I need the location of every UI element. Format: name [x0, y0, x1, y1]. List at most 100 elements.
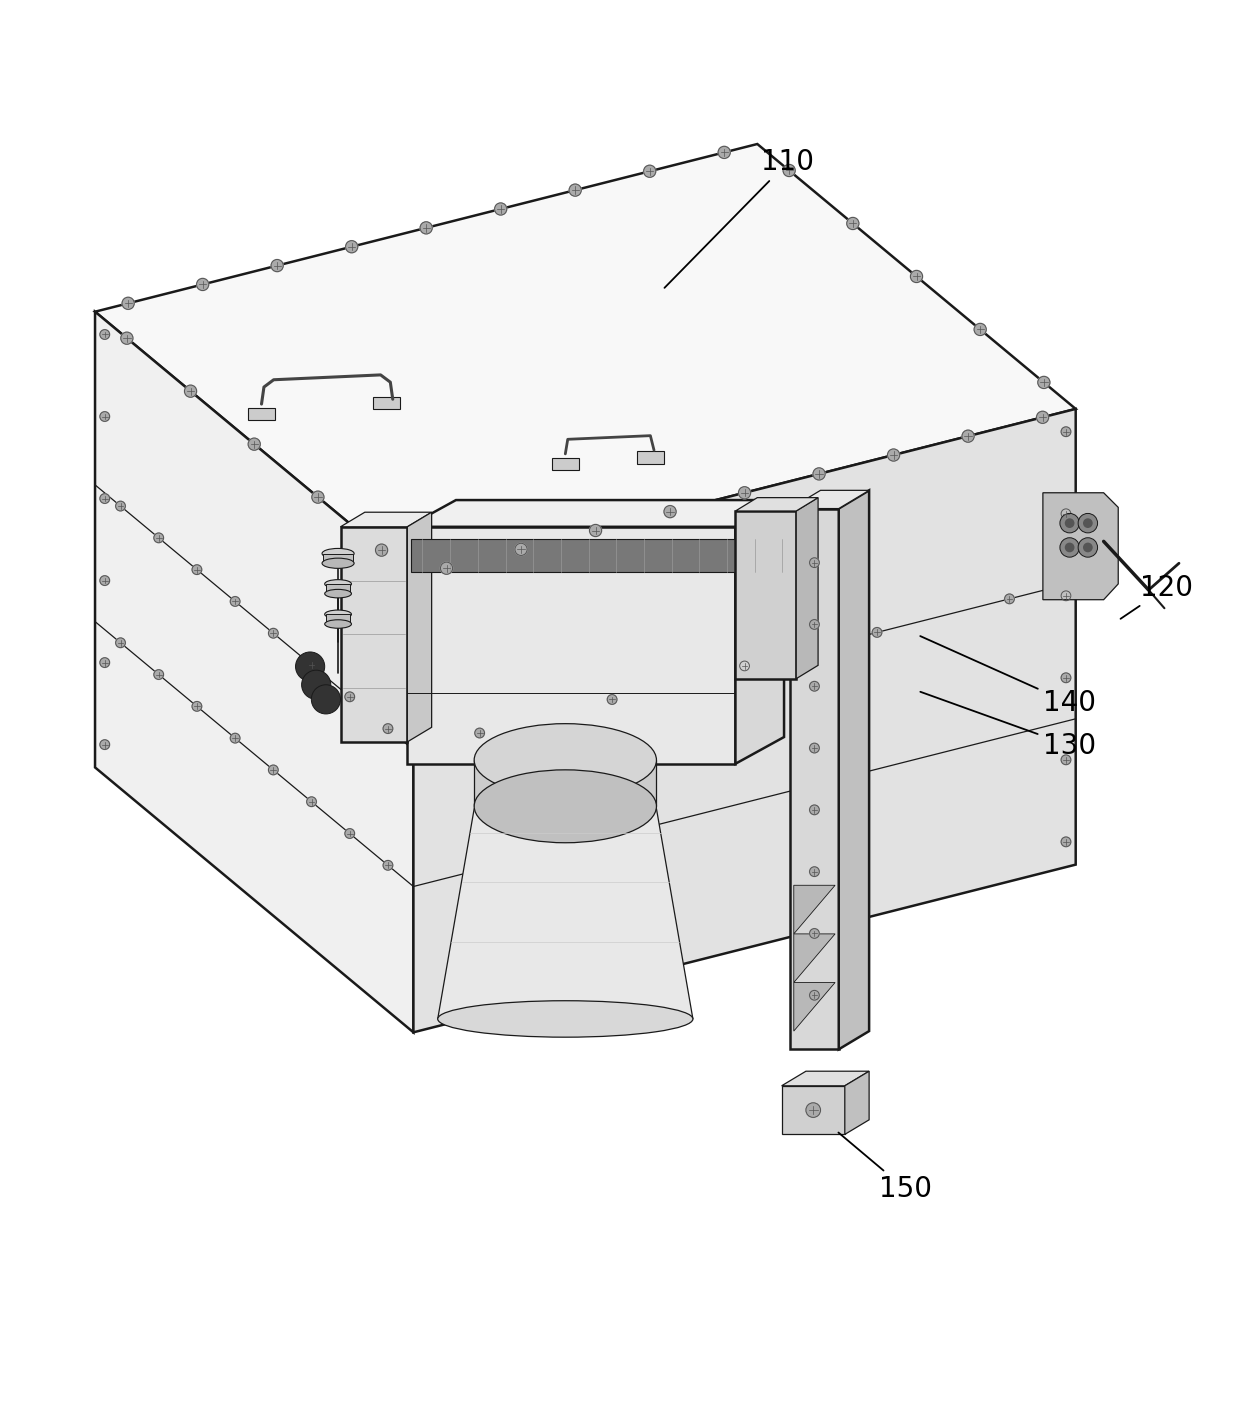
Polygon shape: [326, 614, 350, 624]
Polygon shape: [790, 509, 838, 1049]
Ellipse shape: [474, 724, 656, 797]
Circle shape: [718, 146, 730, 159]
Polygon shape: [735, 501, 784, 763]
Circle shape: [663, 506, 676, 517]
Ellipse shape: [438, 1001, 693, 1038]
Circle shape: [1061, 427, 1071, 437]
Circle shape: [301, 671, 331, 699]
Circle shape: [806, 1102, 821, 1118]
Circle shape: [495, 202, 507, 215]
Circle shape: [1061, 755, 1071, 765]
Circle shape: [311, 685, 341, 714]
Polygon shape: [838, 491, 869, 1049]
Polygon shape: [844, 1071, 869, 1135]
Circle shape: [269, 628, 278, 638]
Circle shape: [1078, 537, 1097, 557]
Circle shape: [475, 728, 485, 738]
Circle shape: [910, 270, 923, 283]
Text: 120: 120: [1121, 574, 1193, 619]
Circle shape: [1083, 519, 1092, 529]
Polygon shape: [796, 498, 818, 679]
Ellipse shape: [474, 770, 656, 842]
Circle shape: [383, 860, 393, 870]
Polygon shape: [552, 457, 579, 470]
Polygon shape: [413, 409, 1075, 1032]
Polygon shape: [637, 451, 663, 464]
Polygon shape: [794, 934, 835, 983]
Circle shape: [810, 620, 820, 630]
Circle shape: [810, 928, 820, 938]
Circle shape: [813, 468, 825, 479]
Circle shape: [1061, 837, 1071, 846]
Circle shape: [1061, 591, 1071, 600]
Circle shape: [1065, 519, 1075, 529]
Circle shape: [810, 866, 820, 876]
Circle shape: [740, 661, 749, 671]
Circle shape: [420, 222, 433, 233]
Text: 130: 130: [920, 692, 1096, 759]
Circle shape: [115, 501, 125, 510]
Circle shape: [872, 627, 882, 637]
Polygon shape: [735, 510, 796, 679]
Circle shape: [810, 682, 820, 692]
Polygon shape: [790, 491, 869, 509]
Polygon shape: [735, 498, 818, 510]
Polygon shape: [794, 886, 835, 934]
Circle shape: [440, 562, 453, 574]
Circle shape: [192, 565, 202, 575]
Circle shape: [739, 486, 750, 499]
Polygon shape: [248, 408, 275, 420]
Ellipse shape: [325, 610, 351, 619]
Circle shape: [100, 329, 109, 339]
Text: 150: 150: [838, 1133, 932, 1204]
Circle shape: [231, 596, 241, 606]
Polygon shape: [341, 512, 432, 527]
Circle shape: [1037, 411, 1049, 423]
Circle shape: [569, 184, 582, 197]
Circle shape: [608, 695, 618, 704]
Circle shape: [810, 990, 820, 1000]
Circle shape: [1061, 673, 1071, 683]
Circle shape: [589, 524, 601, 537]
Circle shape: [100, 494, 109, 503]
Circle shape: [345, 692, 355, 702]
Ellipse shape: [325, 589, 351, 598]
Polygon shape: [407, 527, 735, 763]
Circle shape: [231, 734, 241, 742]
Circle shape: [376, 544, 388, 557]
Polygon shape: [794, 983, 835, 1031]
Circle shape: [346, 240, 358, 253]
Circle shape: [120, 332, 133, 344]
Circle shape: [975, 323, 986, 336]
Circle shape: [154, 669, 164, 679]
Circle shape: [154, 533, 164, 543]
Circle shape: [192, 702, 202, 711]
Polygon shape: [474, 761, 656, 806]
Circle shape: [122, 297, 134, 309]
Circle shape: [784, 165, 795, 177]
Circle shape: [272, 260, 283, 271]
Circle shape: [1078, 513, 1097, 533]
Circle shape: [1004, 593, 1014, 603]
Polygon shape: [438, 808, 693, 1019]
Polygon shape: [373, 396, 401, 409]
Circle shape: [1060, 513, 1079, 533]
Polygon shape: [95, 312, 413, 1032]
Text: 110: 110: [665, 148, 815, 288]
Circle shape: [248, 439, 260, 450]
Ellipse shape: [325, 620, 351, 628]
Circle shape: [847, 218, 859, 229]
Circle shape: [810, 558, 820, 568]
Circle shape: [100, 412, 109, 422]
Circle shape: [115, 638, 125, 648]
Circle shape: [197, 278, 208, 291]
Ellipse shape: [322, 558, 355, 568]
Circle shape: [1065, 543, 1075, 553]
Polygon shape: [95, 143, 1075, 576]
Circle shape: [306, 797, 316, 807]
Polygon shape: [407, 501, 784, 527]
Circle shape: [1060, 537, 1079, 557]
Circle shape: [306, 661, 316, 669]
Circle shape: [100, 740, 109, 749]
Polygon shape: [326, 583, 350, 593]
